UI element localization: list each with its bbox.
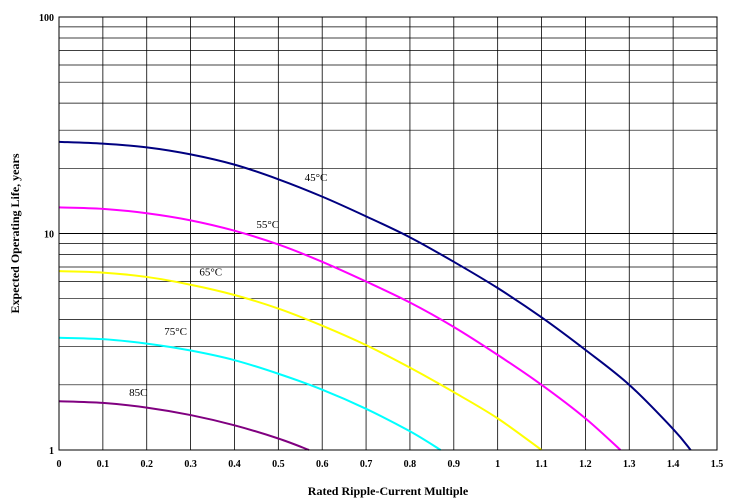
x-tick-label: 0.8 bbox=[404, 459, 417, 470]
grid bbox=[58, 16, 718, 451]
series-label: 45°C bbox=[305, 172, 328, 184]
x-tick-label: 0.7 bbox=[360, 459, 373, 470]
series-label: 65°C bbox=[199, 266, 222, 278]
x-tick-label: 1.4 bbox=[667, 459, 680, 470]
series-line bbox=[58, 206, 622, 451]
x-tick-label: 0.9 bbox=[448, 459, 461, 470]
x-tick-label: 1 bbox=[495, 459, 500, 470]
series-line bbox=[58, 140, 692, 451]
x-tick-label: 1.1 bbox=[535, 459, 548, 470]
series-line bbox=[58, 336, 442, 451]
series-label: 85C bbox=[129, 387, 147, 399]
x-tick-label: 0.4 bbox=[228, 459, 241, 470]
x-tick-label: 1.5 bbox=[711, 459, 724, 470]
x-axis-title: Rated Ripple-Current Multiple bbox=[308, 484, 469, 498]
x-tick-label: 0.6 bbox=[316, 459, 329, 470]
x-tick-label: 0.2 bbox=[140, 459, 153, 470]
series-line bbox=[58, 270, 543, 451]
y-axis-title: Expected Operating Life, years bbox=[8, 153, 22, 313]
tick-labels: 0 0.1 0.2 0.3 0.4 0.5 0.6 0.7 0.8 0.9 1 1.1 1.2 1.3 1.… bbox=[39, 13, 723, 470]
x-tick-label: 0.5 bbox=[272, 459, 285, 470]
series-line bbox=[58, 400, 310, 451]
series-label: 55°C bbox=[256, 219, 279, 231]
curve-labels: 45°C 55°C 65°C 75°C 85C bbox=[129, 172, 327, 399]
x-tick-label: 0.1 bbox=[97, 459, 110, 470]
x-tick-label: 0.3 bbox=[184, 459, 197, 470]
y-tick-label: 1 bbox=[49, 446, 54, 457]
y-tick-label: 100 bbox=[39, 13, 54, 24]
plot-frame bbox=[58, 16, 718, 451]
curves bbox=[58, 140, 692, 451]
x-tick-label: 0 bbox=[57, 459, 62, 470]
series-label: 75°C bbox=[164, 326, 187, 338]
y-tick-label: 10 bbox=[44, 230, 54, 241]
x-tick-label: 1.2 bbox=[579, 459, 592, 470]
x-tick-label: 1.3 bbox=[623, 459, 636, 470]
